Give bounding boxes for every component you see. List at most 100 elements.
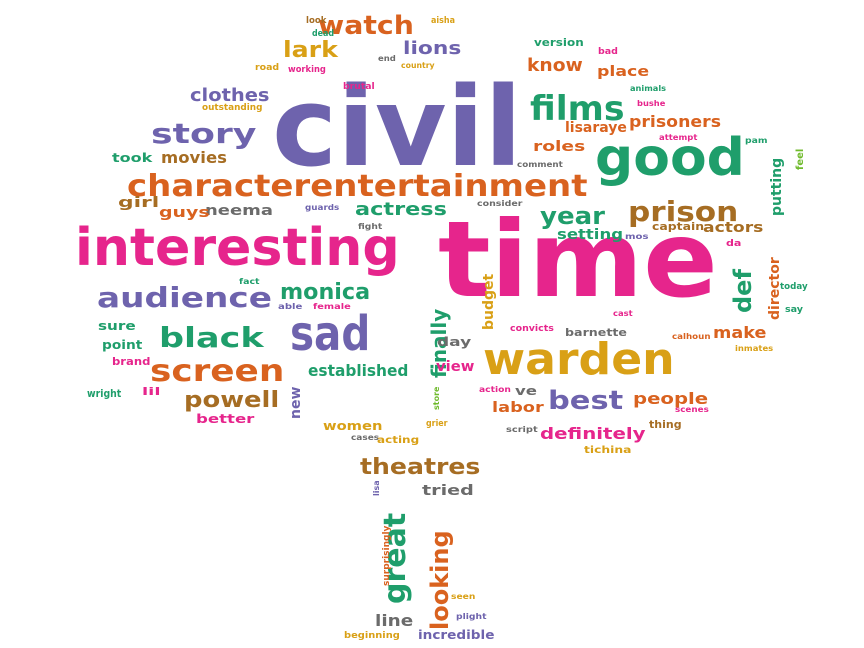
cloud-word: version <box>534 36 584 49</box>
cloud-word: budget <box>481 273 497 330</box>
cloud-word: bushe <box>637 99 666 108</box>
cloud-word: calhoun <box>672 332 711 341</box>
cloud-word: looking <box>426 530 454 630</box>
cloud-word: established <box>308 361 409 380</box>
cloud-word: inmates <box>735 344 774 353</box>
cloud-word: putting <box>769 157 785 216</box>
cloud-word: ve <box>515 384 537 398</box>
cloud-word: story <box>151 117 257 150</box>
cloud-word: guys <box>159 205 210 221</box>
cloud-word: brand <box>112 355 151 368</box>
cloud-word: new <box>288 386 304 419</box>
cloud-word: sure <box>98 319 136 333</box>
cloud-word: clothes <box>190 85 270 106</box>
cloud-word: black <box>159 321 264 354</box>
cloud-word: view <box>436 359 475 375</box>
cloud-word: dead <box>312 29 335 39</box>
cloud-word: cases <box>351 433 380 442</box>
cloud-word: year <box>540 202 605 230</box>
cloud-word: day <box>437 335 472 349</box>
cloud-word: warden <box>483 334 675 385</box>
cloud-word: interesting <box>75 218 400 278</box>
cloud-word: comment <box>517 160 563 169</box>
cloud-word: consider <box>477 199 523 208</box>
cloud-word: civil <box>272 63 523 191</box>
cloud-word: grier <box>426 419 448 429</box>
cloud-word: female <box>313 302 351 311</box>
cloud-word: country <box>401 61 435 70</box>
cloud-word: wright <box>87 387 122 400</box>
cloud-word: films <box>530 89 625 129</box>
cloud-word: tried <box>422 483 474 499</box>
cloud-word: good <box>595 128 745 188</box>
cloud-word: def <box>729 269 757 313</box>
cloud-word: brutal <box>343 82 375 92</box>
cloud-word: screen <box>150 354 285 389</box>
cloud-word: time <box>438 199 718 321</box>
cloud-word: theatres <box>360 455 481 480</box>
cloud-word: end <box>378 54 396 63</box>
cloud-word: da <box>726 239 742 249</box>
cloud-word: script <box>506 425 538 434</box>
cloud-word: say <box>785 305 804 315</box>
cloud-word: cast <box>613 309 633 318</box>
cloud-word: prisoners <box>629 112 721 131</box>
cloud-word: prison <box>628 195 739 228</box>
cloud-word: mos <box>625 232 649 241</box>
cloud-word: bad <box>598 47 618 57</box>
cloud-word: seen <box>451 592 476 601</box>
cloud-word: movies <box>161 148 227 167</box>
cloud-word: convicts <box>510 324 554 334</box>
cloud-word: lisaraye <box>565 120 627 136</box>
cloud-word: scenes <box>675 405 709 414</box>
cloud-word: characterentertainment <box>127 169 588 204</box>
cloud-word: know <box>527 55 583 76</box>
cloud-word: best <box>548 386 624 416</box>
cloud-word: action <box>479 385 511 394</box>
cloud-word: actress <box>355 199 447 220</box>
cloud-word: lark <box>283 38 338 63</box>
cloud-word: point <box>102 338 143 352</box>
cloud-word: took <box>112 151 153 165</box>
cloud-word: lil <box>142 385 161 398</box>
cloud-word: barnette <box>565 326 627 339</box>
cloud-word: working <box>288 65 326 75</box>
cloud-word: women <box>323 419 383 433</box>
cloud-word: powell <box>184 388 280 413</box>
cloud-word: line <box>375 611 414 630</box>
cloud-word: feel <box>795 148 806 170</box>
cloud-word: able <box>278 302 303 311</box>
cloud-word: neema <box>205 203 273 219</box>
cloud-word: make <box>713 323 767 342</box>
cloud-word: acting <box>377 435 420 446</box>
cloud-word: animals <box>630 84 667 93</box>
cloud-word: pam <box>745 136 768 145</box>
cloud-word: fact <box>239 277 260 286</box>
cloud-word: sad <box>290 306 371 362</box>
cloud-word: thing <box>649 418 682 431</box>
cloud-word: tichina <box>584 445 632 456</box>
cloud-word: aisha <box>431 16 455 26</box>
cloud-word: girl <box>118 195 160 211</box>
cloud-word: surprisingly <box>382 525 392 586</box>
cloud-word: definitely <box>540 424 646 443</box>
cloud-word: monica <box>280 280 371 305</box>
cloud-word: watch <box>318 11 414 41</box>
cloud-word: plight <box>456 612 487 621</box>
cloud-word: today <box>780 282 808 292</box>
cloud-word: roles <box>533 139 586 155</box>
cloud-word: beginning <box>344 631 400 641</box>
cloud-word: road <box>255 63 280 73</box>
cloud-word: store <box>432 386 441 410</box>
cloud-word: outstanding <box>202 103 263 113</box>
cloud-word: captain <box>652 220 705 233</box>
cloud-word: lisa <box>372 480 381 496</box>
cloud-word: labor <box>492 400 544 416</box>
cloud-word: incredible <box>418 628 495 642</box>
cloud-word: better <box>196 412 255 426</box>
cloud-word: audience <box>97 281 272 314</box>
cloud-word: guards <box>305 203 340 212</box>
cloud-word: place <box>597 64 650 80</box>
cloud-word: actors <box>703 220 764 236</box>
